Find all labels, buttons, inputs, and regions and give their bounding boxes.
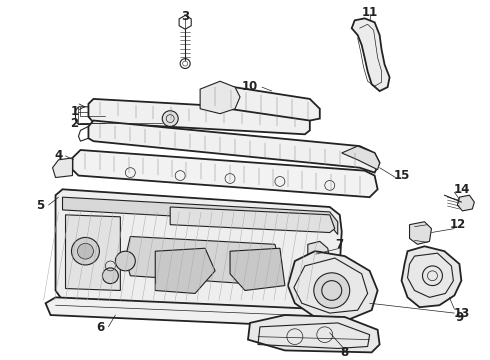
- Ellipse shape: [115, 251, 135, 271]
- Polygon shape: [125, 237, 280, 285]
- Ellipse shape: [314, 273, 350, 308]
- Text: 8: 8: [341, 346, 349, 359]
- Polygon shape: [66, 215, 121, 291]
- Polygon shape: [200, 81, 240, 114]
- Text: 6: 6: [97, 321, 104, 334]
- Ellipse shape: [102, 268, 119, 284]
- Polygon shape: [89, 121, 380, 172]
- Text: 11: 11: [362, 6, 378, 19]
- Ellipse shape: [162, 111, 178, 126]
- Polygon shape: [230, 248, 285, 291]
- Text: 3: 3: [181, 10, 189, 23]
- Text: 12: 12: [449, 218, 466, 231]
- Text: 1: 1: [71, 105, 78, 118]
- Text: 2: 2: [71, 117, 78, 130]
- Polygon shape: [288, 251, 378, 320]
- Text: 13: 13: [453, 307, 469, 320]
- Text: 4: 4: [54, 149, 63, 162]
- Polygon shape: [170, 207, 335, 233]
- Polygon shape: [55, 189, 342, 315]
- Polygon shape: [352, 18, 390, 91]
- Text: 5: 5: [36, 198, 45, 212]
- Polygon shape: [73, 150, 378, 197]
- Polygon shape: [401, 246, 462, 307]
- Text: 9: 9: [455, 311, 464, 324]
- Polygon shape: [89, 99, 310, 134]
- Polygon shape: [342, 146, 380, 170]
- Polygon shape: [63, 197, 338, 234]
- Polygon shape: [410, 222, 432, 244]
- Text: 10: 10: [242, 80, 258, 93]
- Polygon shape: [205, 84, 320, 121]
- Polygon shape: [248, 315, 380, 352]
- Text: 15: 15: [393, 169, 410, 182]
- Polygon shape: [52, 158, 73, 177]
- Text: 7: 7: [336, 238, 344, 251]
- Text: 14: 14: [453, 183, 469, 196]
- Polygon shape: [46, 297, 350, 328]
- Polygon shape: [308, 241, 330, 268]
- Ellipse shape: [77, 243, 94, 259]
- Polygon shape: [457, 195, 474, 211]
- Polygon shape: [155, 248, 215, 293]
- Ellipse shape: [72, 238, 99, 265]
